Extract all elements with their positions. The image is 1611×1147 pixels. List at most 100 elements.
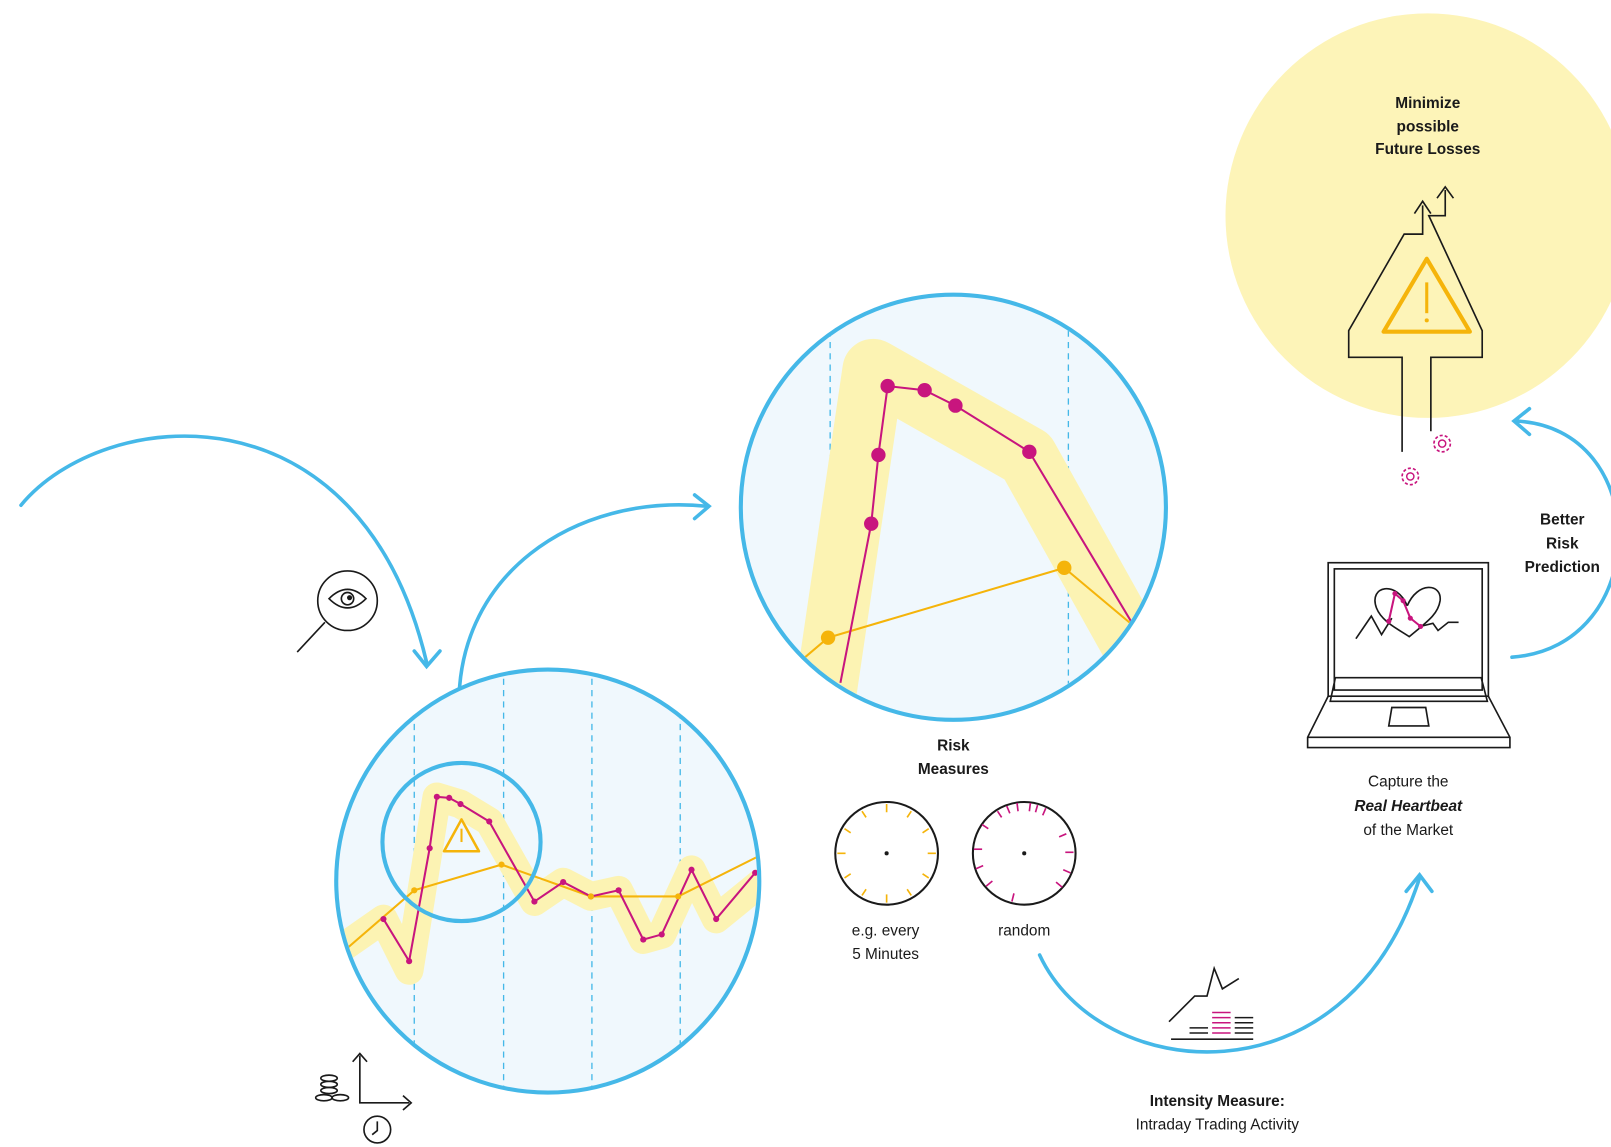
laptop-icon-part [1420,621,1459,632]
flow-arrows-part [1037,876,1422,1054]
zoom-chart-part-part [864,378,1037,531]
label: Minimize [1395,95,1460,112]
zoom-chart-part-part-part [1022,444,1037,460]
flow-arrows-part [412,649,442,670]
market-chart-part-part-part [433,793,440,800]
laptop-icon-part [1327,561,1490,698]
goal-area-part [1401,467,1420,486]
flow-arrows-part [457,503,709,721]
trading-icon [1168,965,1254,1041]
laptop-icon-part [1386,590,1424,629]
market-chart-part-part-part [587,893,594,900]
laptop-icon-part [1329,676,1489,703]
axes-icon [314,1052,413,1144]
laptop-icon-part-part [1386,618,1392,624]
market-chart-part-part-part [640,936,647,943]
market-chart-part-part-part [406,958,413,965]
random-clock-part-part [1055,881,1063,888]
label: possible [1397,118,1460,135]
zoom-chart-part-part-part [871,447,886,463]
laptop-icon-part [1306,695,1511,749]
trading-icon-part [1168,965,1240,1023]
goal-area-part [1225,13,1611,418]
market-chart-part-part-part [615,887,622,894]
laptop-icon-part [1387,591,1422,628]
laptop-icon-part [1355,614,1393,640]
random-clock [971,800,1077,906]
random-clock-part-part [985,880,993,887]
market-chart-part-part-part [457,800,464,808]
goal-area: Minimize possible Future Losses [1225,13,1611,486]
zoom-chart-part-part [820,560,1072,645]
regular-clock-part [884,851,889,856]
random-clock-part [973,802,1074,902]
regular-clock-part [837,804,936,903]
market-chart-part-part-part [486,818,493,825]
goal-area-part [1427,185,1484,432]
regular-clock-part [834,800,939,906]
zoom-chart-part [780,308,1164,718]
market-chart-part-part-part [713,915,720,923]
laptop-icon-part-part [1392,590,1398,597]
zoom-chart-part-part-part [820,630,836,645]
market-chart-part [380,760,543,924]
laptop-icon-part [1333,568,1484,691]
market-chart-part-part [382,795,756,964]
market-chart-part-part-part [658,931,665,938]
random-clock-part-part [981,823,989,830]
random-clock-part-part [1041,807,1047,816]
flow-arrows-part [1404,871,1434,894]
flow-arrows [19,406,1611,1054]
regular-clock-part-part [844,827,852,834]
zoom-chart-part-part-part [1057,560,1072,576]
laptop-icon-part-part [1418,623,1424,629]
label: Risk [937,738,970,755]
flow-arrows-part [1511,406,1532,437]
goal-area-part [1347,199,1432,452]
axes-icon-part [320,1086,339,1095]
random-clock-part-part [975,864,984,870]
market-chart-part-part-part [498,861,505,868]
regular-clock-part-part [861,888,867,896]
random-clock-part [1022,851,1027,856]
laptop-icon-part [1374,586,1441,638]
zoom-chart-part-part-part [917,383,932,398]
zoom-chart-part-part-part [880,378,895,394]
label: Intensity Measure: [1150,1093,1285,1110]
trading-icon-part [1189,1016,1254,1034]
label: of the Market [1363,822,1454,839]
flow-arrows-part [1510,419,1611,659]
regular-clock-part-part [906,888,912,896]
market-chart-part-part-part [560,878,567,886]
random-clock-part-part [1058,833,1067,838]
axes-icon-part [320,1074,339,1083]
random-clock-part-part [1062,868,1071,874]
label: Prediction [1525,559,1600,576]
market-chart-part [334,667,762,1095]
goal-area-part [1437,439,1447,448]
market-chart-part-part [338,854,758,956]
observe-icon-part [296,621,326,653]
label: Measures [918,761,989,778]
market-chart-part-part-part [688,866,695,873]
market-chart-part-part-part [531,898,538,905]
zoom-chart [738,292,1168,722]
market-chart [334,667,762,1095]
zoom-chart-part-part [839,384,1142,684]
market-chart-part-part-part [675,893,682,900]
laptop-icon-part-part [1400,598,1406,604]
goal-area-part [1406,472,1415,481]
regular-clock-part-part [922,827,930,834]
random-clock-part-part [1034,804,1039,813]
regular-clock-part-part [922,873,930,879]
axes-icon-part [314,1093,333,1102]
axes-icon-part [363,1115,392,1144]
market-chart-part-part-part [446,794,453,801]
market-chart-part-part [411,861,682,900]
market-chart-part [338,671,758,1091]
regular-clock-part-part [861,810,867,818]
label: Intraday Trading Activity [1136,1116,1300,1133]
random-clock-part-part [1006,805,1011,814]
axes-icon-part [331,1093,350,1102]
